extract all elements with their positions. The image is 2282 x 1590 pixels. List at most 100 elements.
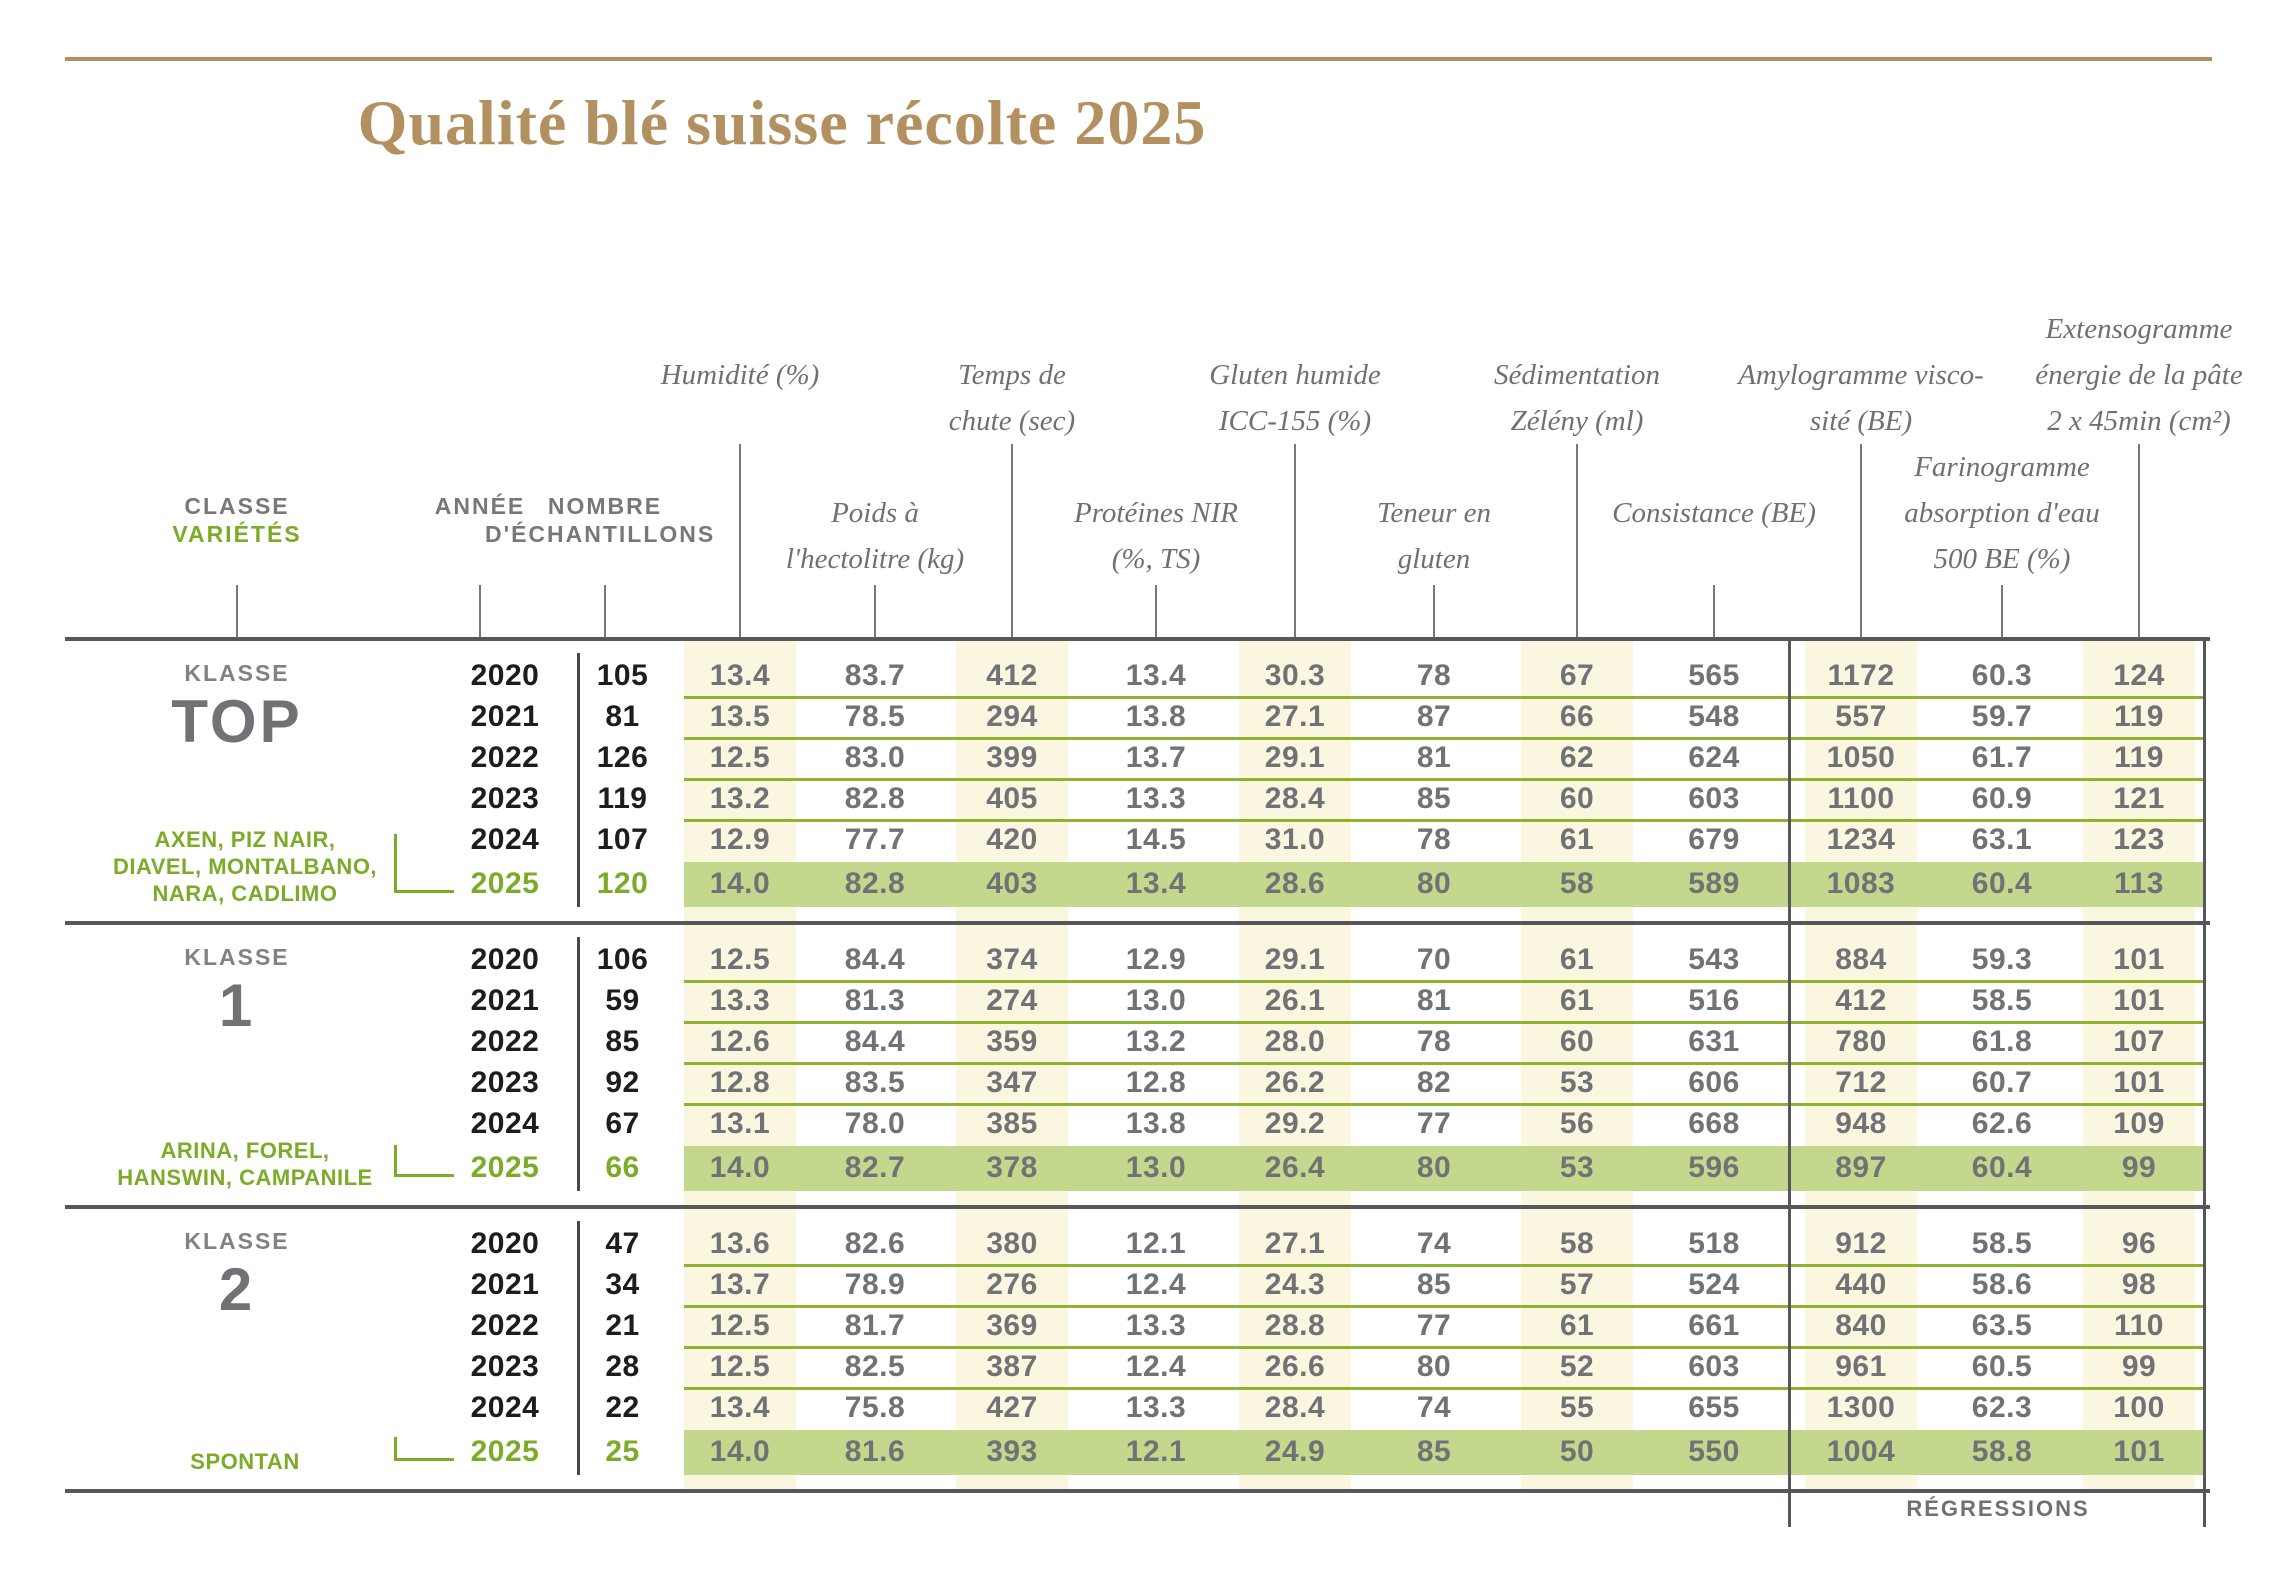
year-count-divider xyxy=(577,653,580,907)
value-cell: 13.7 xyxy=(709,1268,771,1301)
value-cell: 14.0 xyxy=(709,867,771,900)
tick-line xyxy=(2001,585,2003,637)
value-cell: 75.8 xyxy=(844,1391,906,1424)
leader-line xyxy=(1011,444,1013,637)
year-cell: 2022 xyxy=(470,741,540,774)
row-separator xyxy=(684,1264,2206,1267)
value-cell: 518 xyxy=(1688,1227,1740,1260)
value-cell: 60 xyxy=(1559,782,1595,815)
value-cell: 119 xyxy=(2114,700,2164,733)
value-cell: 60.4 xyxy=(1971,1151,2033,1184)
variety-bracket xyxy=(394,834,397,893)
value-cell: 29.1 xyxy=(1264,943,1326,976)
value-cell: 87 xyxy=(1416,700,1452,733)
value-cell: 12.5 xyxy=(709,943,771,976)
value-cell: 1083 xyxy=(1826,867,1896,900)
klasse-value: 2 xyxy=(218,1256,256,1323)
value-cell: 12.5 xyxy=(709,1309,771,1342)
count-cell: 22 xyxy=(605,1391,640,1424)
count-cell: 92 xyxy=(605,1066,640,1099)
value-cell: 403 xyxy=(986,867,1038,900)
classe-column-label: CLASSE xyxy=(184,493,290,519)
value-cell: 58 xyxy=(1559,867,1595,900)
klasse-label: KLASSE xyxy=(184,1228,290,1254)
value-cell: 121 xyxy=(2113,782,2165,815)
tick-line xyxy=(604,585,606,637)
value-cell: 30.3 xyxy=(1264,659,1326,692)
year-count-divider xyxy=(577,1221,580,1475)
value-cell: 82.5 xyxy=(844,1350,906,1383)
value-cell: 26.1 xyxy=(1264,984,1326,1017)
value-cell: 12.8 xyxy=(1125,1066,1187,1099)
value-cell: 661 xyxy=(1688,1309,1740,1342)
value-cell: 596 xyxy=(1688,1151,1740,1184)
value-cell: 66 xyxy=(1559,700,1595,733)
count-cell: 67 xyxy=(605,1107,640,1140)
value-cell: 74 xyxy=(1416,1227,1452,1260)
value-cell: 26.4 xyxy=(1264,1151,1326,1184)
highlight-band xyxy=(684,862,2206,907)
value-cell: 83.7 xyxy=(844,659,906,692)
block-border xyxy=(65,637,2210,641)
value-cell: 516 xyxy=(1688,984,1740,1017)
value-cell: 101 xyxy=(2113,984,2165,1017)
tick-line xyxy=(1155,585,1157,637)
year-cell: 2022 xyxy=(470,1025,540,1058)
block-border xyxy=(65,1205,2210,1209)
row-separator xyxy=(684,1103,2206,1106)
value-cell: 62.6 xyxy=(1971,1107,2033,1140)
value-cell: 884 xyxy=(1835,943,1887,976)
count-cell: 107 xyxy=(596,823,649,856)
value-cell: 13.4 xyxy=(1125,867,1187,900)
value-cell: 58.5 xyxy=(1971,1227,2033,1260)
value-cell: 565 xyxy=(1688,659,1740,692)
year-cell: 2023 xyxy=(470,1350,540,1383)
column-header-lower: Farinogramme absorption d'eau 500 BE (%) xyxy=(1904,451,2100,575)
leader-line xyxy=(2138,444,2140,637)
value-cell: 12.1 xyxy=(1125,1435,1187,1468)
count-cell: 106 xyxy=(596,943,649,976)
year-cell: 2022 xyxy=(470,1309,540,1342)
value-cell: 28.4 xyxy=(1264,782,1326,815)
value-cell: 52 xyxy=(1559,1350,1595,1383)
row-separator xyxy=(684,1062,2206,1065)
value-cell: 81.6 xyxy=(844,1435,906,1468)
value-cell: 85 xyxy=(1416,1268,1452,1301)
value-cell: 631 xyxy=(1688,1025,1740,1058)
value-cell: 412 xyxy=(986,659,1038,692)
value-cell: 28.6 xyxy=(1264,867,1326,900)
value-cell: 13.2 xyxy=(709,782,771,815)
value-cell: 603 xyxy=(1688,782,1740,815)
value-cell: 780 xyxy=(1835,1025,1887,1058)
value-cell: 440 xyxy=(1835,1268,1887,1301)
nombre-column-label: NOMBRE xyxy=(547,493,663,519)
value-cell: 679 xyxy=(1688,823,1740,856)
tick-line xyxy=(1433,585,1435,637)
value-cell: 385 xyxy=(986,1107,1038,1140)
value-cell: 28.8 xyxy=(1264,1309,1326,1342)
value-cell: 78.5 xyxy=(844,700,906,733)
value-cell: 57 xyxy=(1559,1268,1595,1301)
value-cell: 58.6 xyxy=(1971,1268,2033,1301)
value-cell: 31.0 xyxy=(1264,823,1326,856)
year-cell: 2025 xyxy=(470,867,540,900)
value-cell: 606 xyxy=(1688,1066,1740,1099)
count-cell: 28 xyxy=(605,1350,640,1383)
value-cell: 85 xyxy=(1416,782,1452,815)
value-cell: 13.7 xyxy=(1125,741,1187,774)
value-cell: 12.1 xyxy=(1125,1227,1187,1260)
value-cell: 98 xyxy=(2121,1268,2157,1301)
value-cell: 77 xyxy=(1416,1107,1452,1140)
value-cell: 26.6 xyxy=(1264,1350,1326,1383)
value-cell: 82.8 xyxy=(844,782,906,815)
value-cell: 655 xyxy=(1688,1391,1740,1424)
value-cell: 53 xyxy=(1559,1151,1595,1184)
value-cell: 543 xyxy=(1688,943,1740,976)
value-cell: 63.1 xyxy=(1971,823,2033,856)
value-cell: 99 xyxy=(2121,1350,2157,1383)
count-cell: 34 xyxy=(605,1268,640,1301)
year-count-divider xyxy=(577,937,580,1191)
value-cell: 82 xyxy=(1416,1066,1452,1099)
count-cell: 126 xyxy=(596,741,649,774)
leader-line xyxy=(1294,444,1296,637)
